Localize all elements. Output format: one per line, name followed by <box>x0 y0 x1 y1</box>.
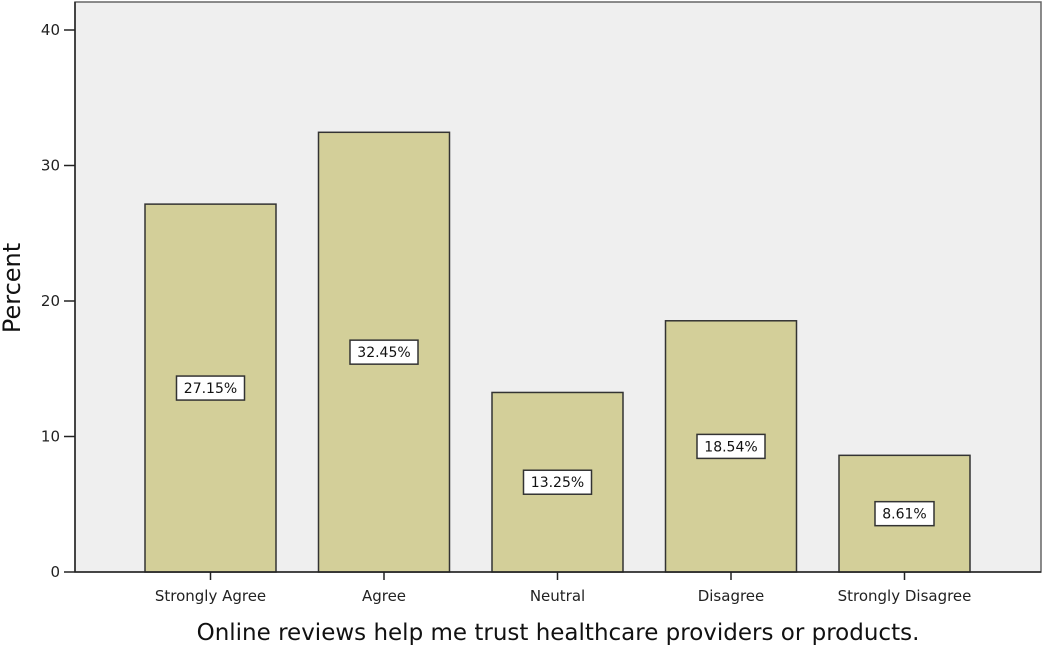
data-label: 8.61% <box>882 507 926 523</box>
data-label-box <box>175 375 246 401</box>
x-tick-label: Neutral <box>530 587 585 605</box>
y-axis-label: Percent <box>0 243 26 333</box>
data-label-box <box>696 433 766 460</box>
x-tick-label: Disagree <box>698 587 765 605</box>
data-label-box <box>874 500 935 527</box>
data-label: 32.45% <box>357 345 410 361</box>
x-tick-label: Strongly Agree <box>155 587 266 605</box>
data-label: 13.25% <box>531 475 584 491</box>
y-tick-label: 20 <box>41 292 60 310</box>
y-tick-label: 10 <box>41 428 60 446</box>
y-tick-label: 0 <box>50 563 60 581</box>
y-tick-label: 30 <box>41 157 60 175</box>
x-tick-label: Agree <box>362 587 406 605</box>
data-label-box <box>522 469 593 495</box>
y-tick-label: 40 <box>41 21 60 39</box>
data-label: 27.15% <box>184 381 237 397</box>
x-tick-label: Strongly Disagree <box>838 587 972 605</box>
data-label-box <box>349 339 419 365</box>
x-axis-label: Online reviews help me trust healthcare … <box>197 620 920 646</box>
data-label: 18.54% <box>704 439 757 455</box>
